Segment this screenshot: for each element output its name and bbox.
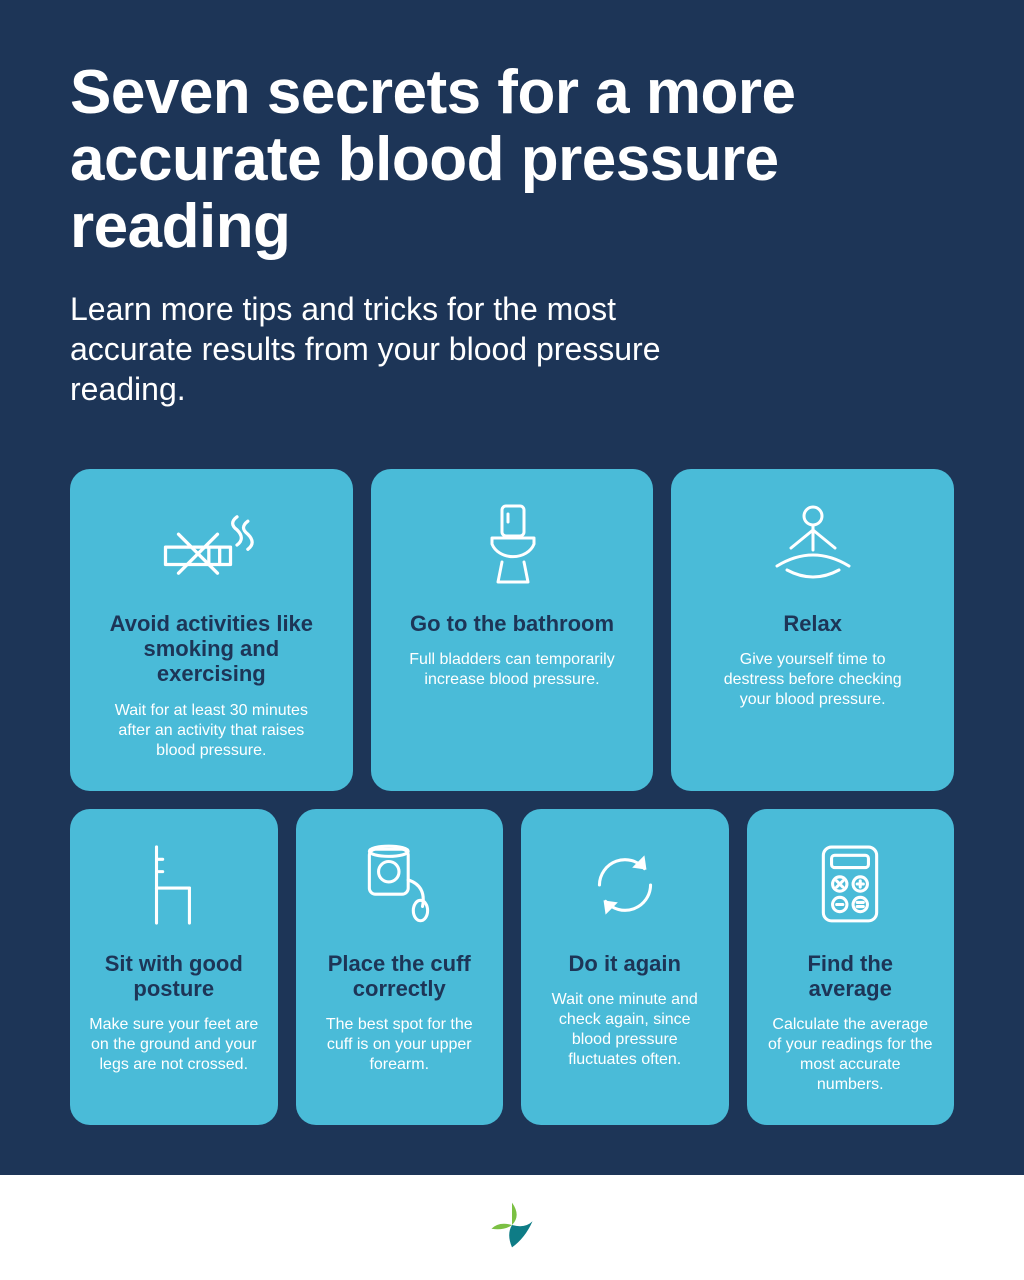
main-panel: Seven secrets for a more accurate blood …	[0, 0, 1024, 1175]
card-bathroom: Go to the bathroom Full bladders can tem…	[371, 469, 654, 791]
card-body: The best spot for the cuff is on your up…	[314, 1015, 486, 1075]
card-title: Place the cuff correctly	[314, 951, 486, 1002]
card-title: Relax	[783, 611, 842, 636]
card-title: Go to the bathroom	[410, 611, 614, 636]
cards-row-1: Avoid activities like smoking and exerci…	[70, 469, 954, 791]
cards-grid: Avoid activities like smoking and exerci…	[70, 469, 954, 1125]
chair-icon	[88, 835, 260, 935]
card-title: Do it again	[569, 951, 681, 976]
card-body: Calculate the average of your readings f…	[765, 1015, 937, 1095]
card-relax: Relax Give yourself time to destress bef…	[671, 469, 954, 791]
card-avoid-activities: Avoid activities like smoking and exerci…	[70, 469, 353, 791]
card-average: Find the average Calculate the average o…	[747, 809, 955, 1126]
provider-logo	[484, 1197, 540, 1258]
card-title: Find the average	[765, 951, 937, 1002]
card-body: Full bladders can temporarily increase b…	[407, 650, 617, 690]
meditate-icon	[689, 495, 936, 595]
page-subtitle: Learn more tips and tricks for the most …	[70, 289, 690, 409]
calculator-icon	[765, 835, 937, 935]
page-title: Seven secrets for a more accurate blood …	[70, 60, 954, 261]
toilet-icon	[389, 495, 636, 595]
cuff-icon	[314, 835, 486, 935]
card-again: Do it again Wait one minute and check ag…	[521, 809, 729, 1126]
card-body: Give yourself time to destress before ch…	[708, 650, 918, 710]
cards-row-2: Sit with good posture Make sure your fee…	[70, 809, 954, 1126]
card-title: Avoid activities like smoking and exerci…	[88, 611, 335, 687]
repeat-icon	[539, 835, 711, 935]
footer	[0, 1175, 1024, 1280]
card-posture: Sit with good posture Make sure your fee…	[70, 809, 278, 1126]
card-body: Wait one minute and check again, since b…	[539, 990, 711, 1070]
no-smoking-icon	[88, 495, 335, 595]
card-cuff: Place the cuff correctly The best spot f…	[296, 809, 504, 1126]
card-title: Sit with good posture	[88, 951, 260, 1002]
card-body: Make sure your feet are on the ground an…	[88, 1015, 260, 1075]
card-body: Wait for at least 30 minutes after an ac…	[106, 701, 316, 761]
